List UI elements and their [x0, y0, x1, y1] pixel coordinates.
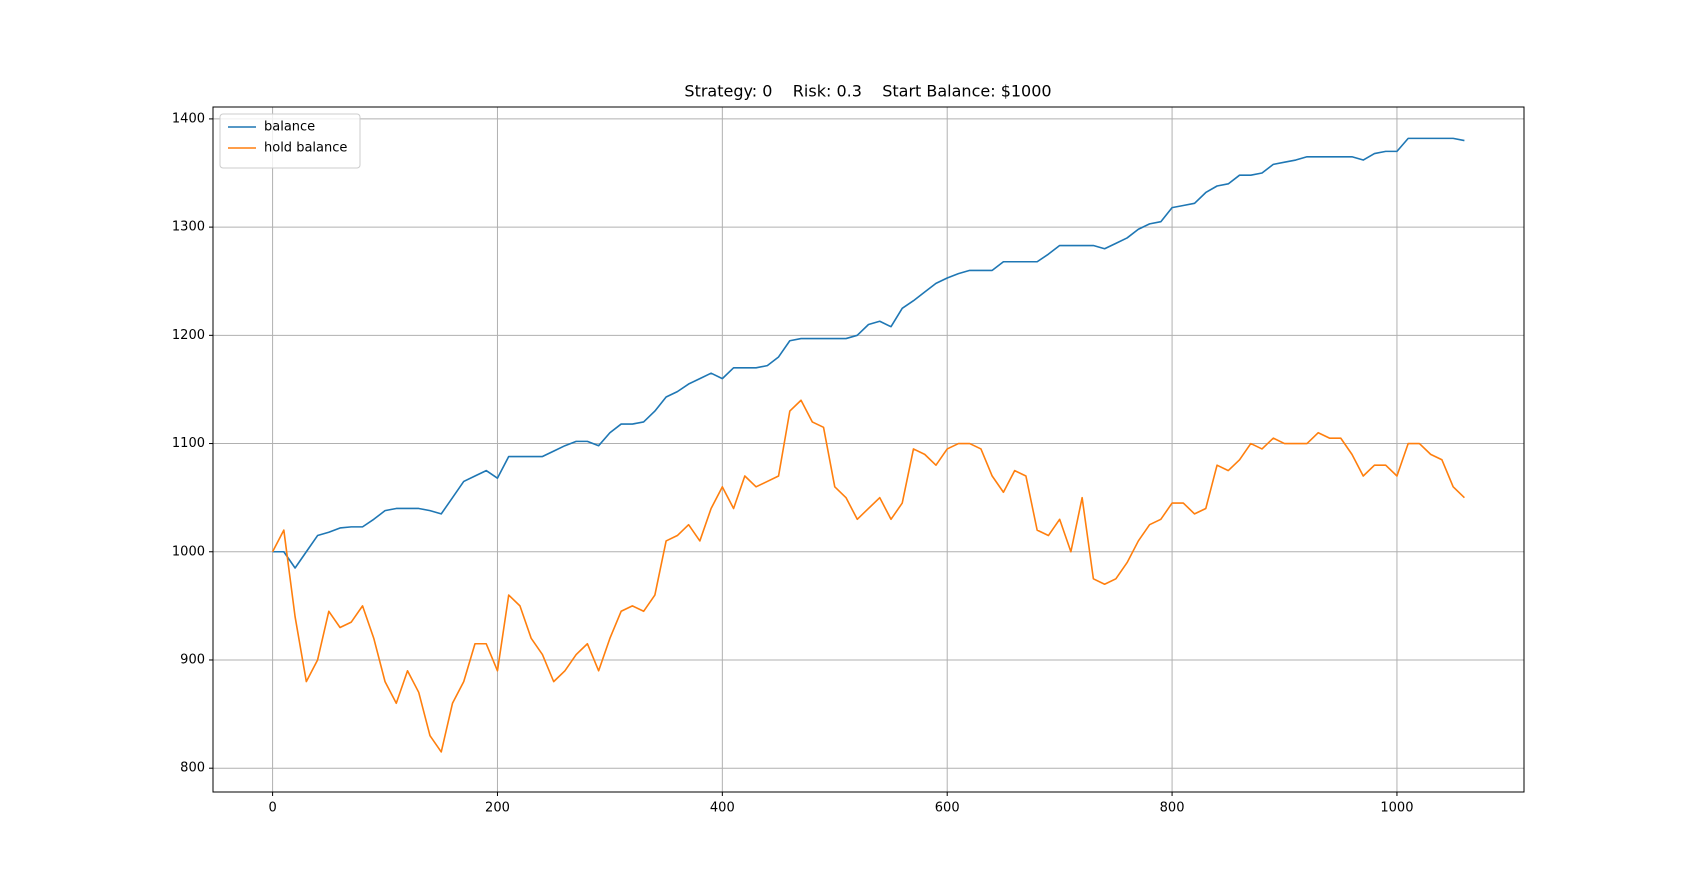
y-tick-label: 1100: [172, 436, 205, 451]
series-line: [272, 137, 1465, 569]
chart-title: Strategy: 0 Risk: 0.3 Start Balance: $10…: [684, 82, 1051, 101]
plot-frame: [212, 106, 1525, 793]
y-tick-label: 1300: [172, 220, 205, 235]
x-tick-label: 200: [485, 801, 510, 816]
y-tick-label: 1000: [172, 544, 205, 559]
x-tick-label: 800: [1160, 801, 1185, 816]
y-tick-label: 1400: [172, 111, 205, 126]
x-tick-label: 400: [710, 801, 735, 816]
y-tick-label: 900: [180, 652, 205, 667]
x-tick-label: 0: [268, 801, 276, 816]
x-tick-label: 600: [935, 801, 960, 816]
legend-label: balance: [264, 120, 315, 135]
y-tick-label: 800: [180, 761, 205, 776]
y-tick-label: 1200: [172, 328, 205, 343]
x-tick-label: 1000: [1380, 801, 1413, 816]
legend-label: hold balance: [264, 141, 347, 156]
series-line: [271, 399, 1465, 753]
